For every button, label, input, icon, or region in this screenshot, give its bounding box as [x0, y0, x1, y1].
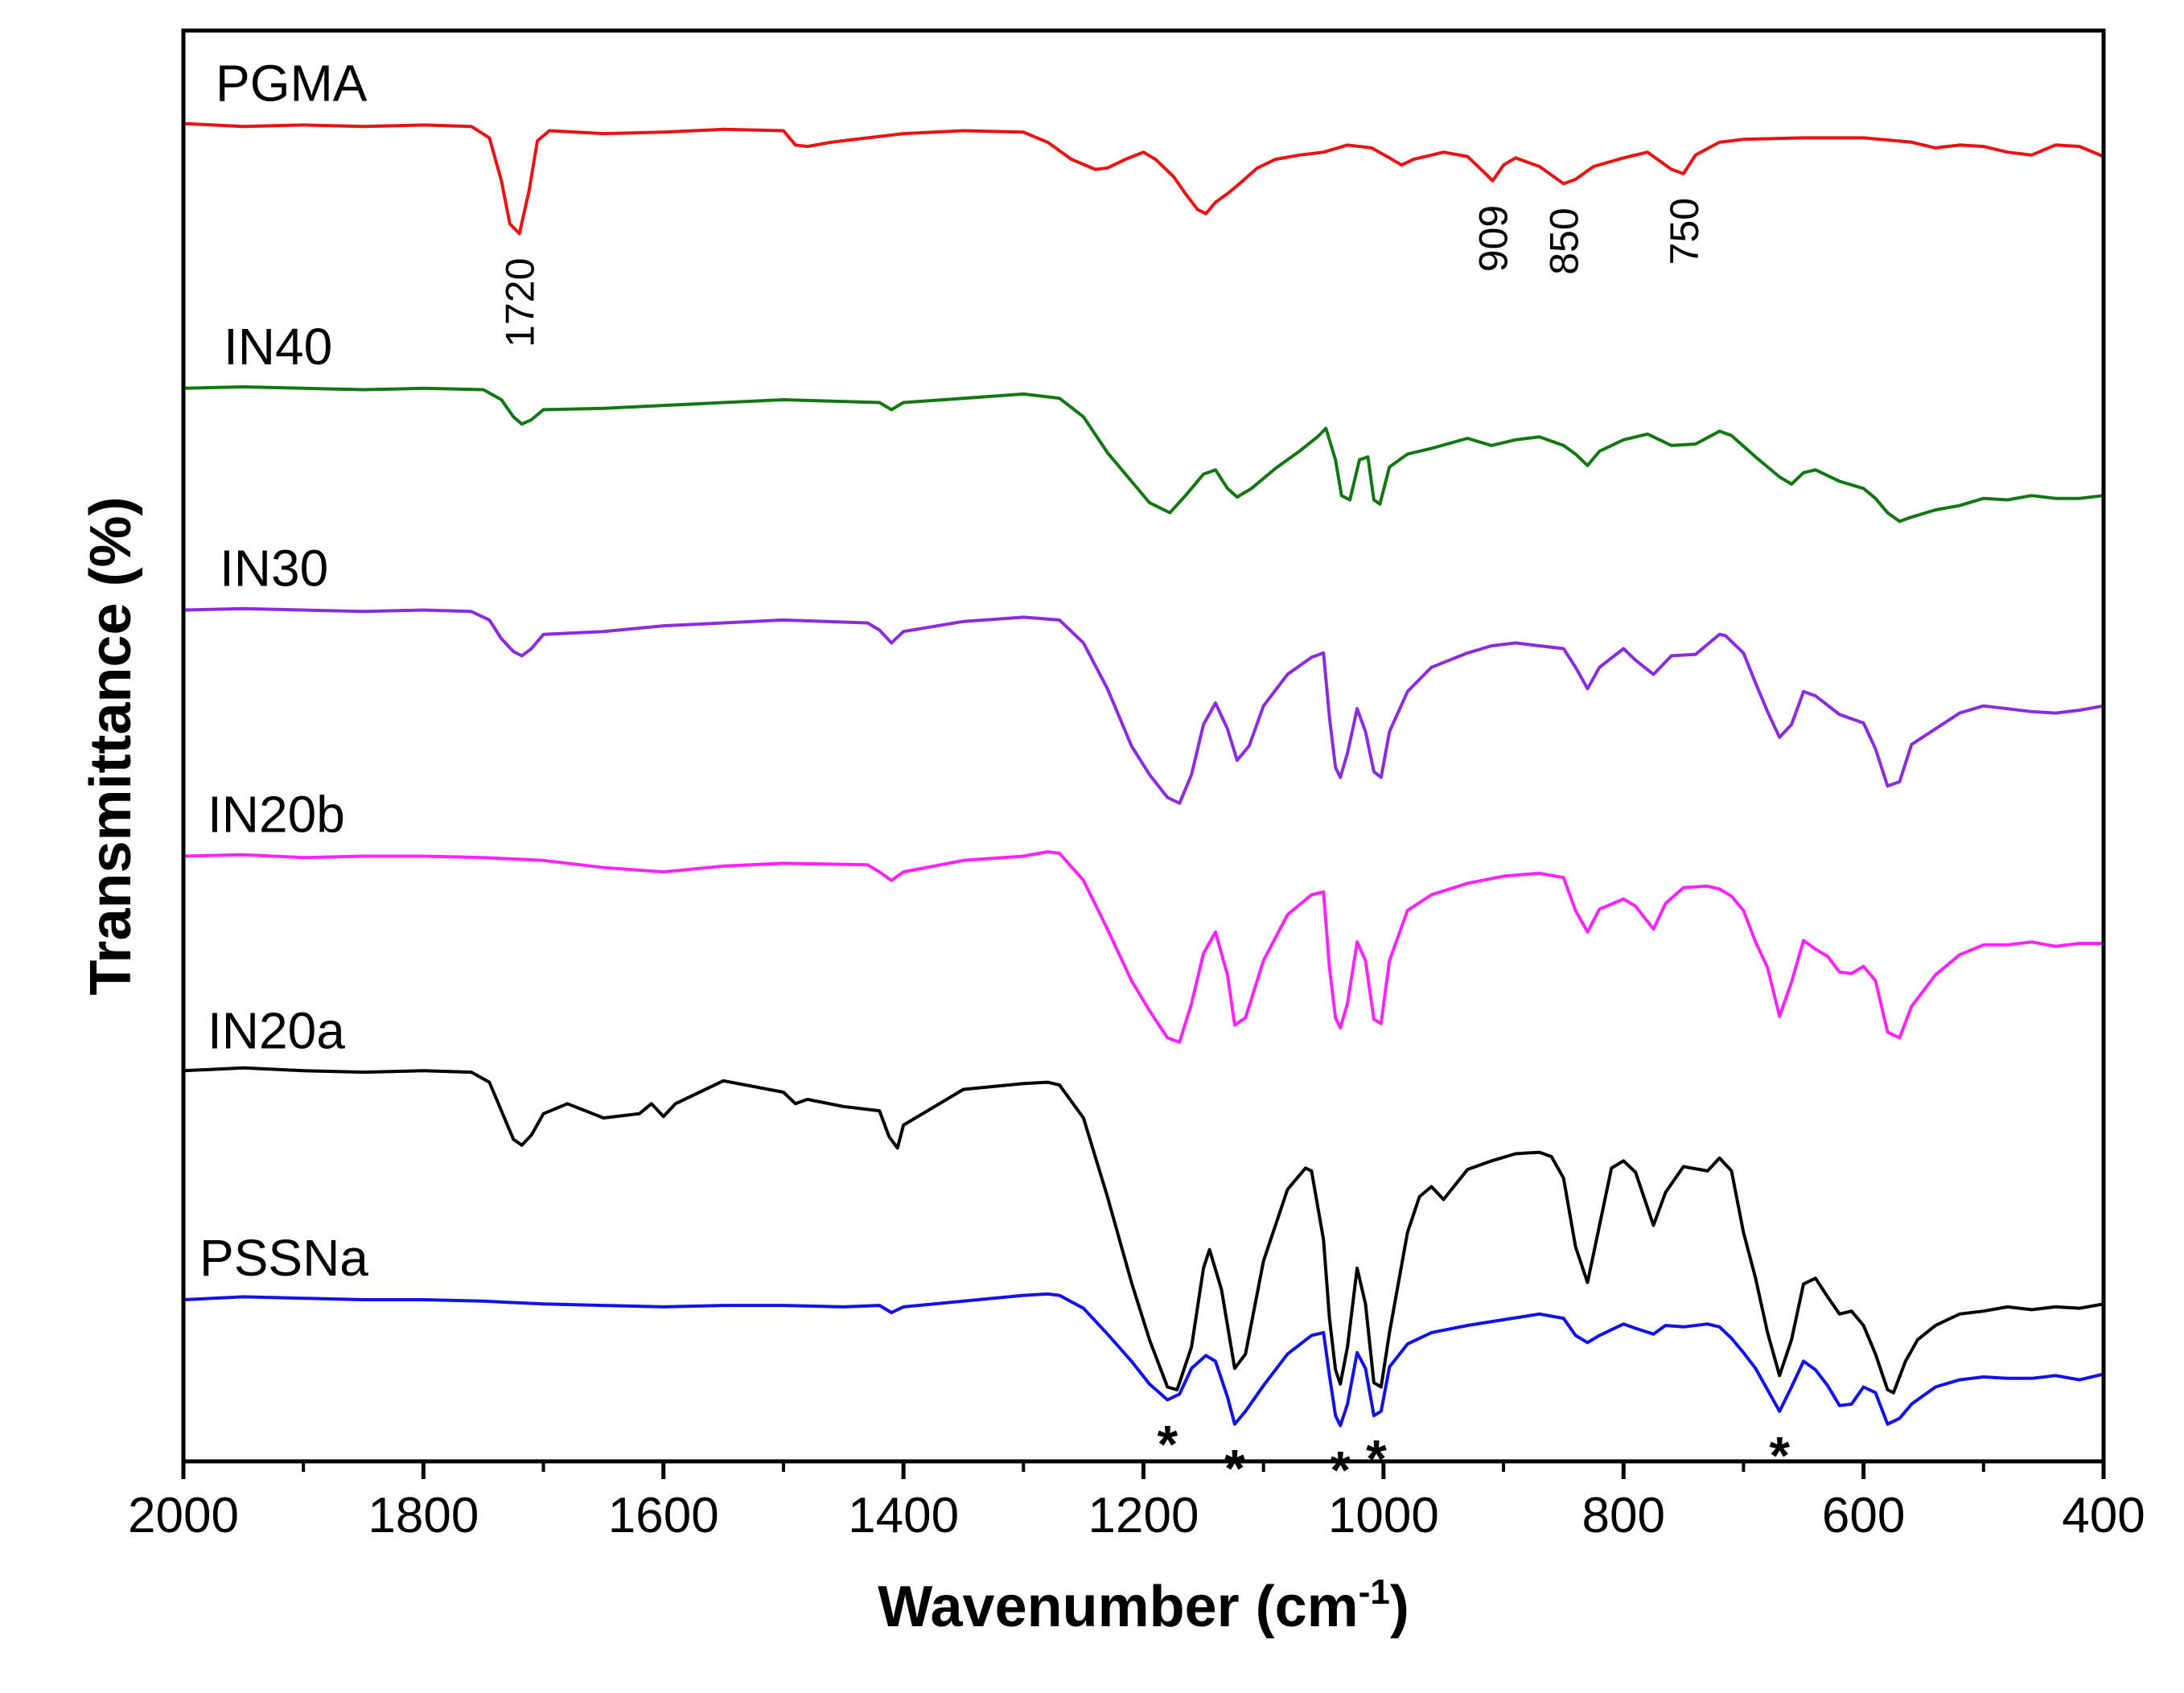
peak-label-850: 850 — [1542, 208, 1587, 274]
series-line-pgma — [183, 121, 2104, 236]
x-axis-title: Wavenumber (cm-1) — [878, 1572, 1409, 1639]
series-line-pssna — [183, 1292, 2104, 1428]
series-line-in20a — [183, 1066, 2104, 1395]
series-line-in20b — [183, 850, 2104, 1044]
x-axis-ticks — [181, 1461, 2106, 1479]
peak-star-0: * — [1157, 1415, 1178, 1474]
x-axis-title-superscript: -1 — [1359, 1572, 1390, 1612]
peak-annotations: 1720 909 850 750 — [498, 198, 1707, 347]
series-line-in30 — [183, 606, 2104, 805]
x-tick-label-1000: 1000 — [1328, 1488, 1439, 1543]
series-label-in20b: IN20b — [208, 785, 345, 843]
series-labels: PGMA IN40 IN30 IN20b IN20a PSSNa — [199, 55, 368, 1287]
x-axis-title-close: ) — [1390, 1575, 1409, 1639]
x-tick-label-1200: 1200 — [1088, 1488, 1199, 1543]
series-traces — [183, 121, 2104, 1428]
series-line-in40 — [183, 385, 2104, 524]
peak-star-2: * — [1330, 1440, 1351, 1500]
peak-star-1: * — [1224, 1439, 1245, 1498]
peak-star-4: * — [1769, 1426, 1790, 1485]
series-label-in40: IN40 — [224, 318, 332, 376]
series-label-pssna: PSSNa — [199, 1229, 368, 1287]
star-annotations: * * * * * — [1157, 1415, 1790, 1500]
peak-label-750: 750 — [1662, 198, 1707, 265]
peak-label-1720: 1720 — [498, 258, 543, 347]
series-label-in30: IN30 — [220, 539, 328, 597]
x-axis-tick-labels: 2000 1800 1600 1400 1200 1000 800 600 400 — [128, 1488, 2145, 1543]
series-label-pgma: PGMA — [216, 55, 368, 113]
x-tick-label-1600: 1600 — [608, 1488, 719, 1543]
peak-star-3: * — [1366, 1428, 1387, 1488]
x-tick-label-2000: 2000 — [128, 1488, 239, 1543]
x-tick-label-600: 600 — [1822, 1488, 1905, 1543]
y-axis-title: Transmittance (%) — [79, 496, 143, 995]
x-tick-label-800: 800 — [1582, 1488, 1665, 1543]
x-tick-label-1800: 1800 — [368, 1488, 479, 1543]
x-tick-label-1400: 1400 — [848, 1488, 959, 1543]
x-tick-label-400: 400 — [2062, 1488, 2145, 1543]
series-label-in20a: IN20a — [208, 1001, 345, 1059]
x-axis-title-main: Wavenumber (cm — [878, 1575, 1358, 1639]
peak-label-909: 909 — [1471, 205, 1516, 272]
